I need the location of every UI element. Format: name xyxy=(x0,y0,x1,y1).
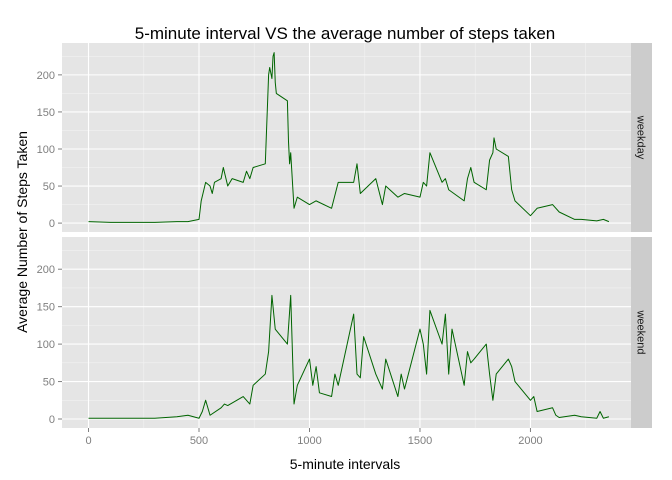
y-tick-label: 200 xyxy=(37,264,55,276)
y-tick-label: 150 xyxy=(37,302,55,314)
panel-weekend: 0 50 100 150 200 weekend xyxy=(37,237,652,428)
panel-weekday: 0 50 100 150 200 weekday xyxy=(37,43,652,232)
facet-strip-label: weekday xyxy=(635,115,647,160)
x-tick-label: 1500 xyxy=(408,435,432,447)
series-line-weekday xyxy=(88,52,610,223)
facet-panels: 0 50 100 150 200 weekday 0 50 100 150 200 weekend 0 5… xyxy=(37,43,652,447)
y-tick-label: 50 xyxy=(43,181,55,193)
x-axis-title: 5-minute intervals xyxy=(290,456,401,472)
series-line-weekend xyxy=(88,294,610,419)
panel-background xyxy=(62,237,631,428)
chart-title: 5-minute interval VS the average number … xyxy=(135,24,556,43)
facet-strip-label: weekend xyxy=(635,309,647,354)
y-axis-title: Average Number of Steps Taken xyxy=(14,131,30,333)
y-tick-label: 0 xyxy=(49,218,55,230)
y-tick-label: 50 xyxy=(43,377,55,389)
facet-strip xyxy=(631,43,652,232)
panel-background xyxy=(62,43,631,232)
y-tick-label: 200 xyxy=(37,70,55,82)
y-tick-label: 100 xyxy=(37,339,55,351)
y-tick-label: 100 xyxy=(37,144,55,156)
x-tick-label: 2000 xyxy=(518,435,542,447)
x-tick-label: 1000 xyxy=(297,435,321,447)
facet-strip xyxy=(631,237,652,428)
x-tick-label: 0 xyxy=(85,435,91,447)
y-tick-label: 0 xyxy=(49,414,55,426)
y-tick-label: 150 xyxy=(37,107,55,119)
x-tick-label: 500 xyxy=(190,435,208,447)
